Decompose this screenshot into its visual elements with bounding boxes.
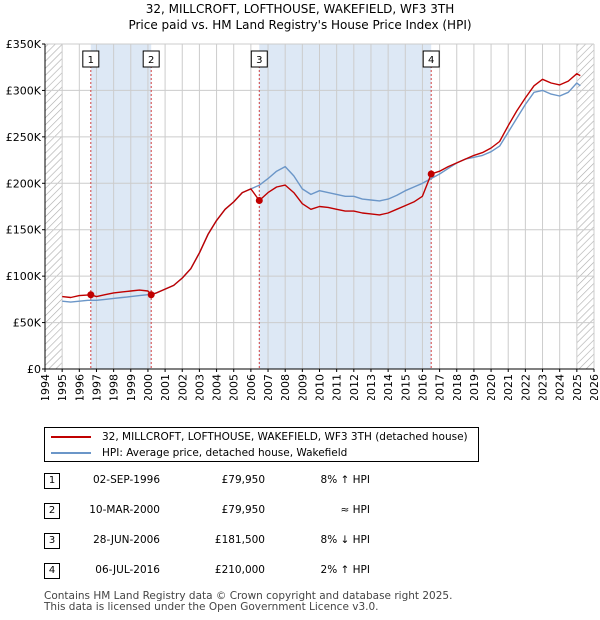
sale-number-badge: 4 xyxy=(44,563,60,579)
x-tick-label: 2001 xyxy=(159,374,172,400)
sale-marker-label: 2 xyxy=(148,55,154,66)
legend-label-price-paid: 32, MILLCROFT, LOFTHOUSE, WAKEFIELD, WF3… xyxy=(102,431,468,443)
sale-marker-box xyxy=(422,50,440,68)
x-tick-label: 2005 xyxy=(228,374,241,400)
y-tick-label: £0 xyxy=(27,363,41,376)
x-tick-label: 2022 xyxy=(519,374,532,400)
x-tick-label: 2013 xyxy=(365,374,378,400)
x-tick-label: 2014 xyxy=(382,374,395,400)
sale-point xyxy=(147,291,155,299)
sale-row: 2 10-MAR-2000 £79,950 ≈ HPI xyxy=(0,500,600,520)
x-tick-label: 2004 xyxy=(211,374,224,400)
x-tick-label: 2009 xyxy=(296,374,309,400)
sale-marker-box xyxy=(142,50,160,68)
hatched-region xyxy=(45,44,63,369)
sale-hpi-relation: 8% ↓ HPI xyxy=(320,534,370,546)
x-tick-label: 2026 xyxy=(588,374,600,400)
sale-price: £210,000 xyxy=(214,564,265,576)
sale-marker-label: 4 xyxy=(428,55,434,66)
sale-row: 4 06-JUL-2016 £210,000 2% ↑ HPI xyxy=(0,560,600,580)
x-tick-label: 2016 xyxy=(416,374,429,400)
x-tick-label: 2021 xyxy=(502,374,515,400)
y-tick-label: £100K xyxy=(6,270,42,283)
sale-row: 1 02-SEP-1996 £79,950 8% ↑ HPI xyxy=(0,470,600,490)
sale-number-badge: 2 xyxy=(44,503,60,519)
legend-item-price-paid: 32, MILLCROFT, LOFTHOUSE, WAKEFIELD, WF3… xyxy=(45,429,468,445)
y-tick-label: £350K xyxy=(6,38,42,51)
sale-hpi-relation: 2% ↑ HPI xyxy=(320,564,370,576)
footer-line-2: This data is licensed under the Open Gov… xyxy=(44,601,379,613)
legend-swatch-hpi xyxy=(51,452,91,454)
legend-swatch-price-paid xyxy=(51,436,91,438)
sale-hpi-relation: ≈ HPI xyxy=(340,504,370,516)
x-tick-label: 1999 xyxy=(125,374,138,400)
sale-point xyxy=(87,291,95,299)
legend-label-hpi: HPI: Average price, detached house, Wake… xyxy=(102,447,348,459)
x-tick-label: 2018 xyxy=(451,374,464,400)
y-tick-label: £250K xyxy=(6,131,42,144)
sale-date: 02-SEP-1996 xyxy=(92,474,160,486)
x-tick-label: 2006 xyxy=(245,374,258,400)
sale-number-badge: 1 xyxy=(44,473,60,489)
sale-hpi-relation: 8% ↑ HPI xyxy=(320,474,370,486)
x-tick-label: 2012 xyxy=(348,374,361,400)
x-tick-label: 2007 xyxy=(262,374,275,400)
sale-row: 3 28-JUN-2006 £181,500 8% ↓ HPI xyxy=(0,530,600,550)
sale-point xyxy=(255,196,263,204)
x-tick-label: 2015 xyxy=(399,374,412,400)
sale-point xyxy=(427,170,435,178)
x-tick-label: 2017 xyxy=(434,374,447,400)
shaded-period xyxy=(90,44,152,369)
chart-title-line2: Price paid vs. HM Land Registry's House … xyxy=(128,18,472,32)
y-tick-label: £50K xyxy=(13,317,42,330)
x-tick-label: 2020 xyxy=(485,374,498,400)
footer-line-1: Contains HM Land Registry data © Crown c… xyxy=(44,590,453,602)
sale-price: £79,950 xyxy=(221,474,265,486)
price-chart: 1 2 3 4 £0 £50K £100K £150K £200K £250K £300K £350… xyxy=(6,38,600,400)
sale-price: £79,950 xyxy=(221,504,265,516)
sale-marker-label: 3 xyxy=(256,55,262,66)
x-tick-label: 2003 xyxy=(193,374,206,400)
legend-item-hpi: HPI: Average price, detached house, Wake… xyxy=(45,445,347,461)
x-tick-label: 2025 xyxy=(571,374,584,400)
sale-date: 28-JUN-2006 xyxy=(93,534,160,546)
x-tick-label: 1998 xyxy=(108,374,121,400)
chart-title-line1: 32, MILLCROFT, LOFTHOUSE, WAKEFIELD, WF3… xyxy=(145,2,455,16)
sale-date: 10-MAR-2000 xyxy=(89,504,160,516)
sale-date: 06-JUL-2016 xyxy=(95,564,160,576)
footer-attribution: Contains HM Land Registry data © Crown c… xyxy=(44,591,452,613)
x-tick-label: 2010 xyxy=(314,374,327,400)
sale-price: £181,500 xyxy=(214,534,265,546)
y-tick-label: £300K xyxy=(6,84,42,97)
x-tick-label: 2019 xyxy=(468,374,481,400)
y-tick-label: £200K xyxy=(6,177,42,190)
y-tick-label: £150K xyxy=(6,224,42,237)
hatched-region xyxy=(576,44,594,369)
sale-marker-label: 1 xyxy=(88,55,94,66)
x-tick-label: 2008 xyxy=(279,374,292,400)
x-tick-label: 1994 xyxy=(39,374,52,400)
x-tick-label: 2011 xyxy=(331,374,344,400)
sale-marker-box xyxy=(250,50,268,68)
x-tick-label: 2000 xyxy=(142,374,155,400)
x-tick-label: 1997 xyxy=(90,374,103,400)
x-tick-label: 1996 xyxy=(73,374,86,400)
chart-legend: 32, MILLCROFT, LOFTHOUSE, WAKEFIELD, WF3… xyxy=(44,427,479,462)
x-tick-label: 2023 xyxy=(537,374,550,400)
sale-number-badge: 3 xyxy=(44,533,60,549)
sale-marker-box xyxy=(82,50,100,68)
x-tick-label: 2024 xyxy=(554,374,567,400)
x-tick-label: 1995 xyxy=(56,374,69,400)
x-tick-label: 2002 xyxy=(176,374,189,400)
